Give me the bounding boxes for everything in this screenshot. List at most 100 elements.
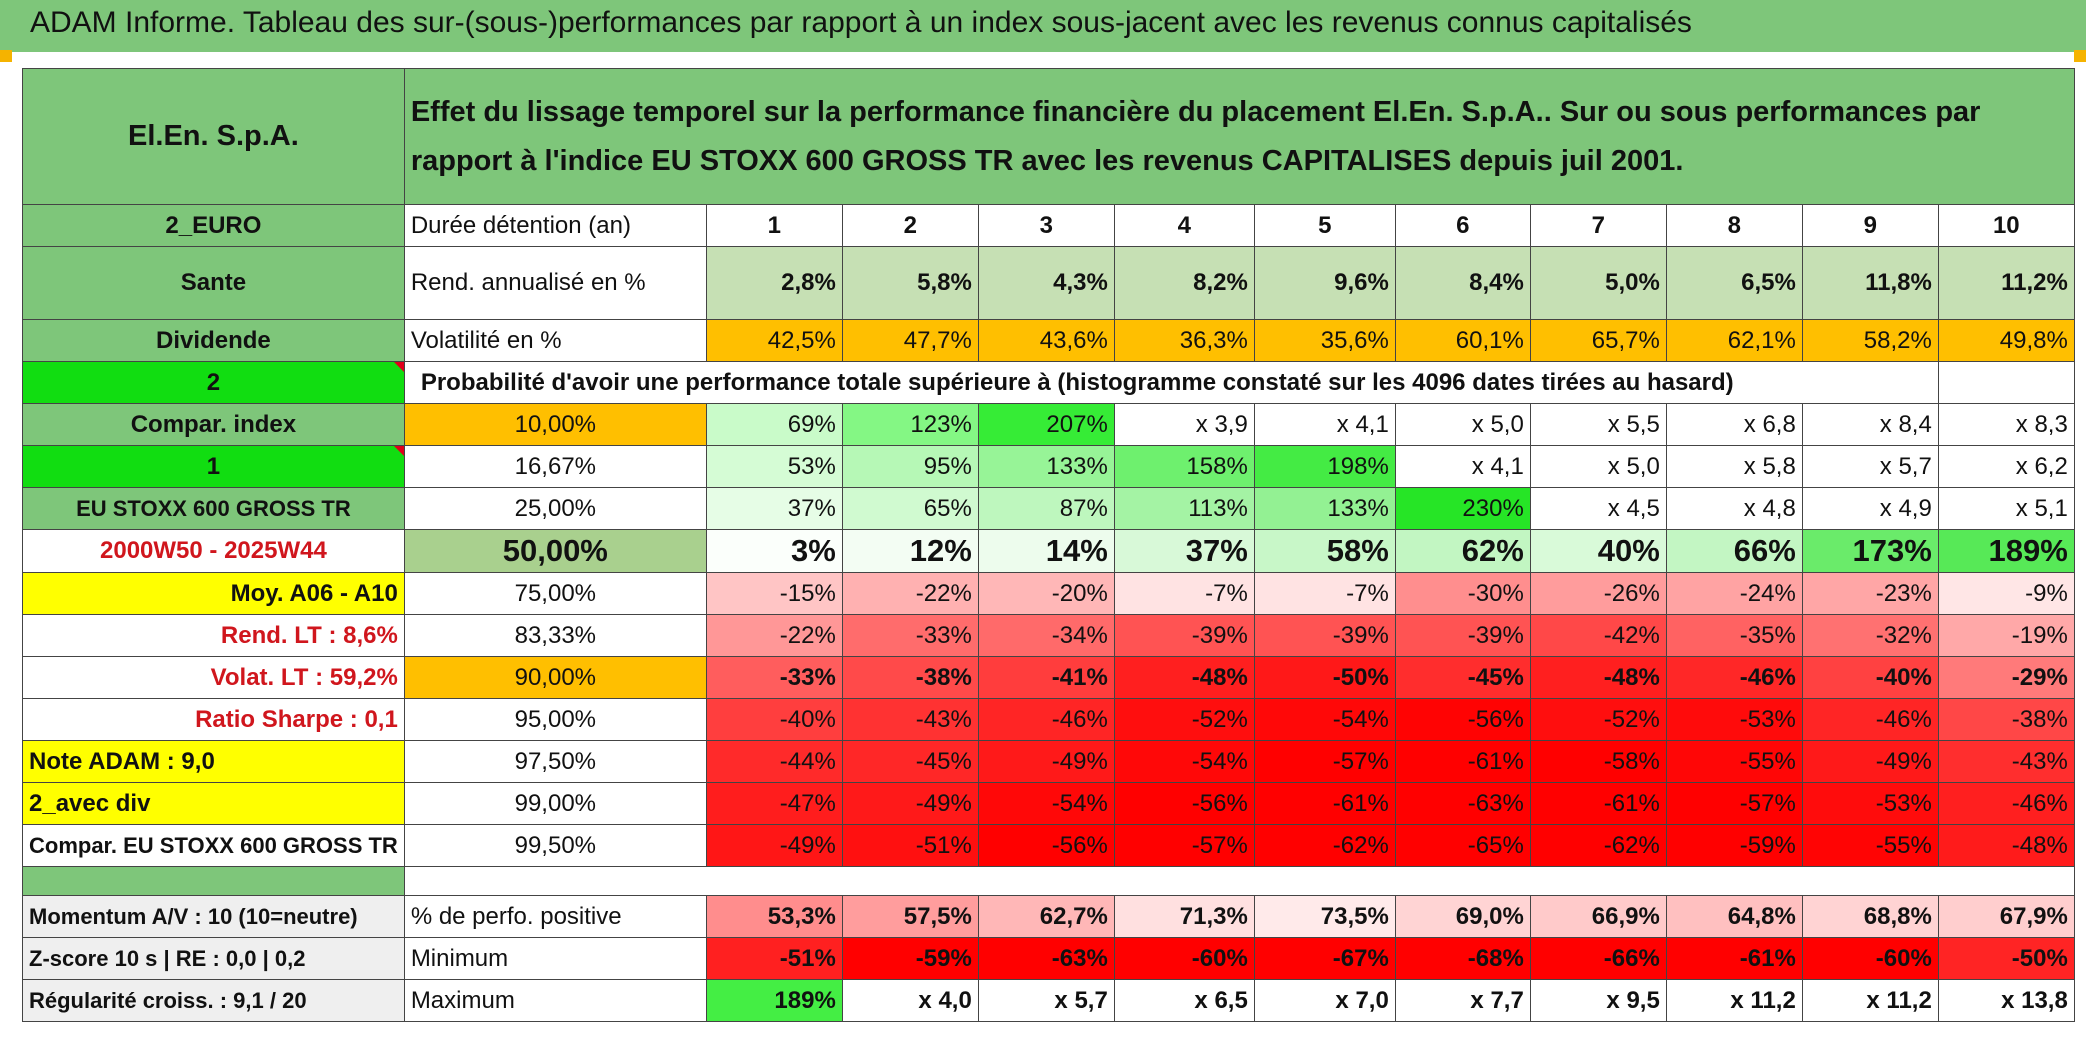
- value-cell: x 9,5: [1529, 979, 1667, 1022]
- value-cell: 37%: [705, 487, 843, 530]
- header-row: El.En. S.p.A. Effet du lissage temporel …: [22, 68, 2075, 205]
- value-cell: 113%: [1113, 487, 1255, 530]
- value-cell: x 5,8: [1665, 445, 1803, 488]
- value-cell: 95%: [841, 445, 979, 488]
- value-cell: -34%: [977, 614, 1115, 657]
- quantile-pct: 10,00%: [403, 403, 707, 446]
- row-side-label: 1: [22, 445, 405, 488]
- value-cell: 3%: [705, 529, 843, 573]
- value-cell: -42%: [1529, 614, 1667, 657]
- value-cell: -15%: [705, 572, 843, 615]
- value-cell: x 11,2: [1801, 979, 1939, 1022]
- row-side-label: Compar. index: [22, 403, 405, 446]
- row-side-label: Note ADAM : 9,0: [22, 740, 405, 783]
- quantile-row-q99: 2_avec div 99,00% -47% -49% -54% -56% -61% -63%…: [22, 782, 2075, 825]
- currency-label: 2_EURO: [22, 204, 405, 247]
- value-cell: -48%: [1937, 824, 2075, 867]
- value-cell: 87%: [977, 487, 1115, 530]
- value-cell: x 7,7: [1394, 979, 1531, 1022]
- value-cell: -55%: [1801, 824, 1939, 867]
- quantile-row-q16: 1 16,67% 53% 95% 133% 158% 198% x 4,1 x 5,0 x 5,8…: [22, 445, 2075, 488]
- quantile-pct: 50,00%: [403, 529, 707, 573]
- value-cell: 4: [1113, 204, 1255, 247]
- value-cell: -67%: [1253, 937, 1396, 980]
- value-cell: -53%: [1665, 698, 1803, 741]
- value-cell: -57%: [1113, 824, 1255, 867]
- volatility-row: Dividende Volatilité en % 42,5% 47,7% 43,6% 3…: [22, 319, 2075, 362]
- value-cell: 66%: [1665, 529, 1803, 573]
- title-bar: ADAM Informe. Tableau des sur-(sous-)per…: [0, 0, 2086, 52]
- value-cell: 53,3%: [705, 895, 843, 938]
- value-cell: 35,6%: [1253, 319, 1396, 362]
- value-cell: 9: [1801, 204, 1939, 247]
- value-cell: 8,2%: [1113, 246, 1255, 320]
- value-cell: 6: [1394, 204, 1531, 247]
- value-cell: 2,8%: [705, 246, 843, 320]
- value-cell: 189%: [1937, 529, 2075, 573]
- value-cell: -49%: [1801, 740, 1939, 783]
- probability-caption: Probabilité d'avoir une performance tota…: [403, 361, 1939, 404]
- quantile-pct: 75,00%: [403, 572, 707, 615]
- value-cell: -23%: [1801, 572, 1939, 615]
- stats-row-minimum: Z-score 10 s | RE : 0,0 | 0,2 Minimum -51%…: [22, 937, 2075, 980]
- value-cell: 2: [841, 204, 979, 247]
- value-cell: -57%: [1665, 782, 1803, 825]
- quantile-row-q10: Compar. index 10,00% 69% 123% 207% x 3,9 x 4,1…: [22, 403, 2075, 446]
- value-cell: -45%: [1394, 656, 1531, 699]
- value-cell: -46%: [1937, 782, 2075, 825]
- value-cell: -59%: [841, 937, 979, 980]
- table-description: Effet du lissage temporel sur la perform…: [403, 68, 2075, 205]
- value-cell: x 4,1: [1394, 445, 1531, 488]
- value-cell: 14%: [977, 529, 1115, 573]
- quantile-row-q95: Ratio Sharpe : 0,1 95,00% -40% -43% -46% -52%…: [22, 698, 2075, 741]
- row-label: Maximum: [403, 979, 707, 1022]
- value-cell: -24%: [1665, 572, 1803, 615]
- value-cell: 62%: [1394, 529, 1531, 573]
- value-cell: x 5,0: [1529, 445, 1667, 488]
- value-cell: -7%: [1113, 572, 1255, 615]
- value-cell: 69%: [705, 403, 843, 446]
- value-cell: x 4,9: [1801, 487, 1939, 530]
- value-cell: x 5,0: [1394, 403, 1531, 446]
- quantile-pct: 99,00%: [403, 782, 707, 825]
- value-cell: 73,5%: [1253, 895, 1396, 938]
- value-cell: 53%: [705, 445, 843, 488]
- value-cell: -38%: [841, 656, 979, 699]
- value-cell: 49,8%: [1937, 319, 2075, 362]
- value-cell: -29%: [1937, 656, 2075, 699]
- value-cell: -55%: [1665, 740, 1803, 783]
- value-cell: -56%: [977, 824, 1115, 867]
- value-cell: 158%: [1113, 445, 1255, 488]
- value-cell: -56%: [1113, 782, 1255, 825]
- return-row: Sante Rend. annualisé en % 2,8% 5,8% 4,3% 8,2…: [22, 246, 2075, 320]
- value-cell: 123%: [841, 403, 979, 446]
- value-cell: 5,8%: [841, 246, 979, 320]
- value-cell: -30%: [1394, 572, 1531, 615]
- value-cell: -54%: [977, 782, 1115, 825]
- value-cell: -66%: [1529, 937, 1667, 980]
- security-name: El.En. S.p.A.: [22, 68, 405, 205]
- row-side-label: 2000W50 - 2025W44: [22, 529, 405, 573]
- value-cell: 36,3%: [1113, 319, 1255, 362]
- value-cell: 9,6%: [1253, 246, 1396, 320]
- value-cell: -62%: [1529, 824, 1667, 867]
- value-cell: 58,2%: [1801, 319, 1939, 362]
- value-cell: -50%: [1253, 656, 1396, 699]
- quantile-row-q975: Note ADAM : 9,0 97,50% -44% -45% -49% -54% -57…: [22, 740, 2075, 783]
- value-cell: -48%: [1529, 656, 1667, 699]
- value-cell: 207%: [977, 403, 1115, 446]
- value-cell: -35%: [1665, 614, 1803, 657]
- value-cell: x 6,2: [1937, 445, 2075, 488]
- value-cell: x 8,3: [1937, 403, 2075, 446]
- value-cell: -40%: [705, 698, 843, 741]
- quantile-pct: 97,50%: [403, 740, 707, 783]
- value-cell: -33%: [705, 656, 843, 699]
- value-cell: -32%: [1801, 614, 1939, 657]
- row-side-label: EU STOXX 600 GROSS TR: [22, 487, 405, 530]
- quantile-row-q995: Compar. EU STOXX 600 GROSS TR 99,50% -49% -…: [22, 824, 2075, 867]
- value-cell: -46%: [1665, 656, 1803, 699]
- value-cell: -52%: [1113, 698, 1255, 741]
- stats-side-label: Z-score 10 s | RE : 0,0 | 0,2: [22, 937, 405, 980]
- value-cell: 42,5%: [705, 319, 843, 362]
- table-body: El.En. S.p.A. Effet du lissage temporel …: [22, 68, 2075, 1022]
